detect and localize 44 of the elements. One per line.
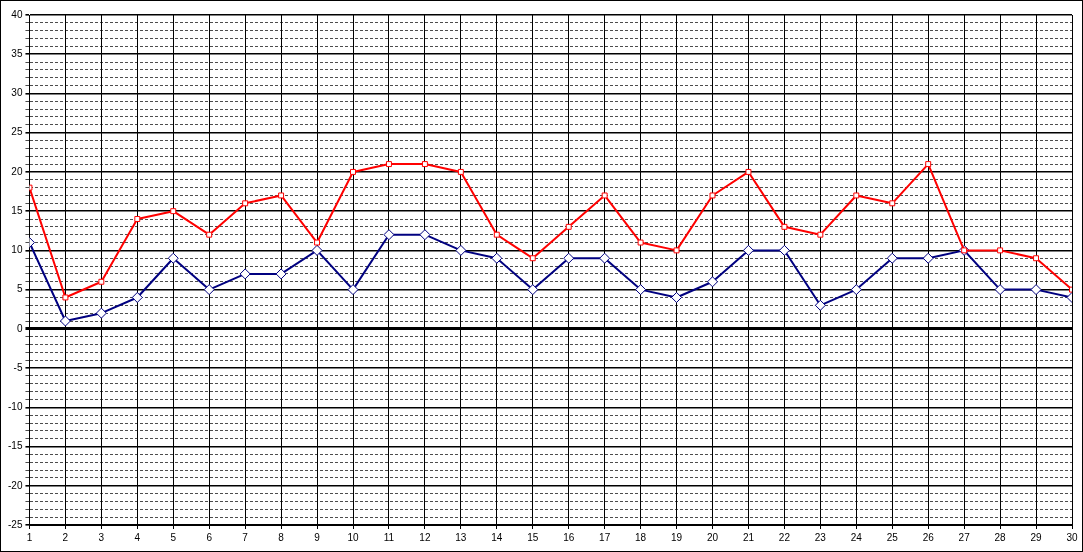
y-tick-label: 25: [11, 126, 23, 138]
x-tick-label: 17: [599, 531, 611, 543]
x-tick-label: 3: [98, 531, 105, 543]
y-tick-label: 5: [16, 283, 23, 295]
x-tick-label: 1: [26, 531, 33, 543]
x-tick-label: 2: [62, 531, 69, 543]
y-tick-label: -10: [8, 401, 23, 413]
x-tick-label: 28: [994, 531, 1007, 543]
x-tick-label: 18: [635, 531, 647, 543]
x-tick-label: 13: [455, 531, 467, 543]
x-tick-label: 29: [1030, 531, 1043, 543]
x-tick-label: 21: [742, 531, 755, 543]
x-tick-label: 22: [778, 531, 791, 543]
x-tick-label: 25: [886, 531, 899, 543]
x-tick-label: 10: [347, 531, 359, 543]
x-tick-label: 27: [958, 531, 971, 543]
x-tick-label: 23: [814, 531, 827, 543]
x-tick-label: 30: [1066, 531, 1078, 543]
x-tick-label: 6: [206, 531, 213, 543]
x-tick-label: 9: [314, 531, 321, 543]
y-tick-label: -5: [13, 361, 23, 373]
x-tick-label: 16: [563, 531, 575, 543]
x-tick-label: 5: [170, 531, 177, 543]
x-tick-label: 26: [922, 531, 935, 543]
x-tick-label: 12: [419, 531, 431, 543]
y-tick-label: 0: [16, 322, 23, 334]
y-tick-label: -20: [8, 479, 23, 491]
y-tick-label: 20: [11, 165, 23, 177]
x-tick-label: 15: [527, 531, 539, 543]
y-tick-label: -25: [8, 518, 23, 530]
x-tick-label: 11: [383, 531, 395, 543]
x-tick-label: 20: [706, 531, 719, 543]
x-tick-label: 4: [134, 531, 141, 543]
x-tick-label: 7: [242, 531, 249, 543]
y-tick-label: 30: [11, 87, 23, 99]
y-tick-label: -15: [8, 440, 23, 452]
y-tick-label: 10: [11, 244, 23, 256]
x-tick-label: 24: [850, 531, 863, 543]
y-tick-label: 35: [11, 47, 23, 59]
y-tick-label: 40: [11, 8, 23, 20]
y-tick-label: 15: [11, 204, 23, 216]
x-tick-label: 19: [670, 531, 683, 543]
x-tick-label: 8: [278, 531, 285, 543]
x-tick-label: 14: [491, 531, 503, 543]
